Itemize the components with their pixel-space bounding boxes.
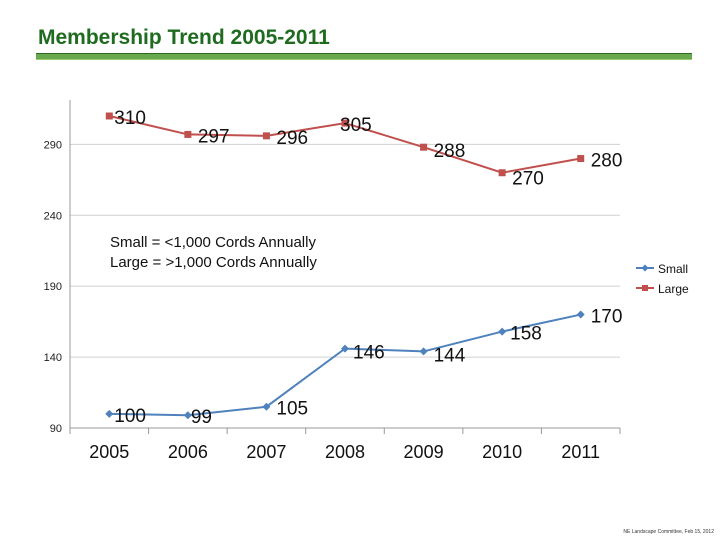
y-tick-label: 240: [44, 210, 62, 222]
point-small-2011: [576, 310, 585, 319]
data-labels: 100 99 105 146 144 158 170 310 297 296 305 288 270 28…: [114, 108, 622, 428]
data-label-large-2008: 305: [340, 115, 372, 136]
point-small-2009: [419, 347, 428, 356]
point-large-2011: [577, 155, 585, 163]
point-large-2005: [105, 112, 113, 120]
data-label-small-2011: 170: [591, 307, 623, 328]
annotation-box: Small = <1,000 Cords Annually Large = >1,…: [110, 234, 317, 271]
x-tick-label-2010: 2010: [482, 442, 522, 462]
chart-legend: Small Large: [636, 262, 689, 296]
legend-marker: [642, 285, 648, 291]
y-tick-label: 190: [44, 281, 62, 293]
data-label-large-2011: 280: [591, 151, 623, 172]
series-lines: [105, 112, 585, 420]
x-tick-label-2008: 2008: [325, 442, 365, 462]
legend-label-large: Large: [658, 282, 689, 296]
point-large-2009: [420, 143, 428, 151]
y-tick-label: 290: [44, 139, 62, 151]
data-label-large-2005: 310: [114, 108, 146, 129]
point-small-2007: [262, 402, 271, 411]
x-tick-label-2011: 2011: [561, 442, 600, 462]
annotation-line: Small = <1,000 Cords Annually: [110, 234, 316, 251]
x-tick-label-2007: 2007: [246, 442, 286, 462]
y-tick-label: 90: [50, 423, 62, 435]
legend-label-small: Small: [658, 262, 688, 276]
point-large-2006: [184, 130, 192, 138]
slide-title: Membership Trend 2005-2011: [38, 26, 330, 49]
data-label-small-2006: 99: [191, 407, 212, 428]
x-tick-label-2005: 2005: [89, 442, 129, 462]
point-large-2010: [498, 169, 506, 177]
axes: [69, 100, 621, 434]
data-label-large-2009: 288: [434, 141, 466, 162]
title-underline: [36, 53, 692, 60]
point-large-2007: [262, 132, 270, 140]
x-tick-label-2009: 2009: [404, 442, 444, 462]
data-label-large-2007: 296: [276, 128, 308, 149]
legend-marker: [641, 264, 649, 272]
point-large-2008: [341, 119, 349, 127]
point-small-2006: [183, 411, 192, 420]
data-label-small-2005: 100: [114, 406, 146, 427]
data-label-small-2008: 146: [353, 343, 385, 364]
y-tick-label: 140: [44, 352, 62, 364]
annotation-line: Large = >1,000 Cords Annually: [110, 254, 317, 271]
y-tick-labels: 90 140 190 240 290: [44, 139, 62, 435]
data-label-small-2009: 144: [434, 345, 466, 366]
x-tick-label-2006: 2006: [168, 442, 208, 462]
data-label-small-2010: 158: [510, 324, 542, 345]
point-small-2005: [105, 409, 114, 418]
point-small-2010: [498, 327, 507, 336]
point-small-2008: [341, 344, 349, 353]
data-label-small-2007: 105: [276, 399, 308, 420]
x-tick-labels: 2005 2006 2007 2008 2009 2010 2011: [89, 442, 600, 462]
footer-note: NE Landscape Committee, Feb 15, 2012: [623, 529, 714, 535]
data-label-large-2010: 270: [512, 169, 544, 190]
data-label-large-2006: 297: [198, 126, 230, 147]
